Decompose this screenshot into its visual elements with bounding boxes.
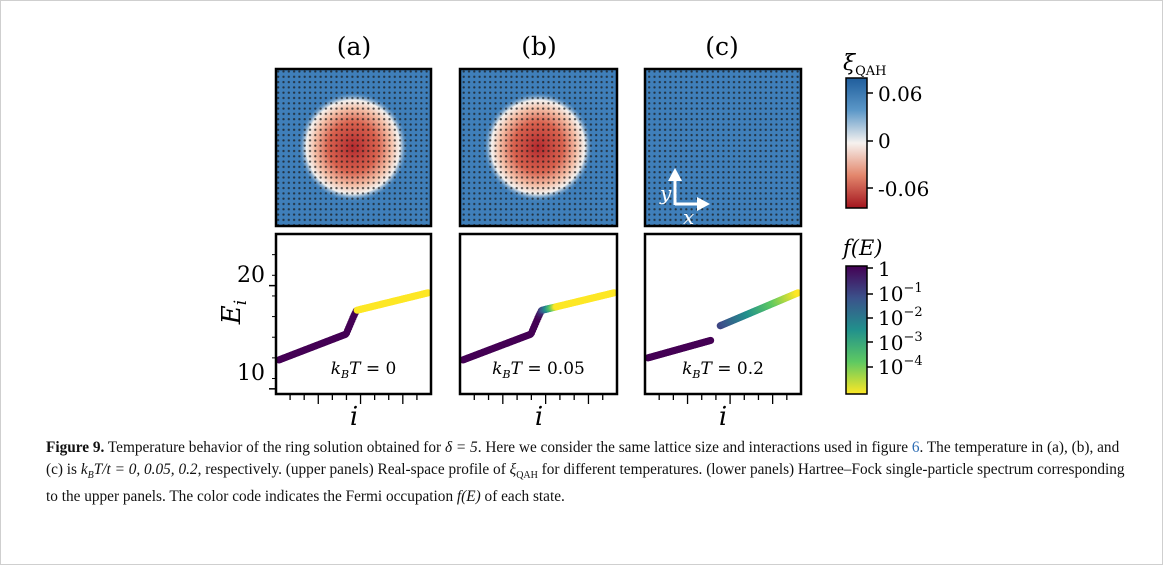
colorbar-xi-title: ξQAH: [843, 51, 887, 79]
colorbar-xi: ξQAH 0.06 0 -0.06: [843, 51, 929, 209]
colorbar-fE-tick-0: 1: [878, 257, 891, 281]
caption-text-6: for different temperatures. (lower panel…: [46, 460, 1125, 506]
caption-kT-rest: T/t = 0, 0.05, 0.2: [93, 460, 198, 478]
inset-x-label: x: [683, 205, 694, 229]
colorbar-fE-tick-2: 10−2: [878, 305, 923, 330]
figure-graphic: (a) (b) (c) y x ξQAH 0.06 0: [217, 32, 929, 430]
caption-text-1: Temperature behavior of the ring solutio…: [104, 439, 445, 456]
colorbar-fE: f(E) 1 10−1 10−2 10−3 10−4: [841, 236, 923, 395]
xlabel-a: i: [350, 402, 358, 430]
caption-figure-label: Figure 9.: [46, 439, 105, 456]
ytick-20: 20: [237, 263, 265, 288]
xy-axes-icon: [668, 168, 710, 211]
caption-text-7: color code indicates the Fermi occupatio…: [196, 488, 457, 506]
panel-label-c: (c): [705, 32, 739, 61]
spectrum-panel-c: kBT = 0.2: [643, 232, 803, 404]
ylabel-Ei: Ei: [217, 300, 251, 325]
colorbar-xi-tick-high: 0.06: [878, 82, 923, 106]
caption-delta: δ = 5: [444, 439, 478, 456]
caption-xi-sub: QAH: [516, 469, 538, 481]
caption-fE: f(E): [456, 488, 481, 506]
heatmap-panel-b: [458, 67, 619, 228]
temperature-label-b: kBT = 0.05: [492, 359, 585, 381]
temperature-label-a: kBT = 0: [331, 359, 397, 381]
colorbar-fE-title: f(E): [841, 236, 883, 260]
colorbar-fE-tick-4: 10−4: [878, 354, 923, 379]
panel-label-a: (a): [337, 32, 371, 61]
spectrum-panels: kBT = 0 kBT = 0.05 kBT = 0.2: [269, 232, 803, 404]
caption-text-2: . Here we consider the same lattice size…: [477, 439, 824, 456]
colorbar-xi-tick-zero: 0: [878, 129, 891, 153]
temperature-label-c: kBT = 0.2: [682, 359, 764, 381]
caption-kT-k: k: [80, 460, 88, 478]
ytick-10: 10: [237, 361, 265, 386]
colorbar-fE-tick-3: 10−3: [878, 330, 923, 355]
spectrum-point: [706, 336, 715, 345]
heatmap-panel-a: [274, 67, 433, 228]
spectrum-panel-a: kBT = 0: [269, 232, 433, 404]
caption-xi: ξ: [509, 460, 517, 478]
caption-text-5: , respectively. (upper panels) Real-spac…: [197, 460, 506, 478]
caption-text-3: used in figure: [823, 439, 912, 456]
xlabel-c: i: [719, 402, 727, 430]
spectrum-panel-b: kBT = 0.05: [458, 232, 619, 404]
inset-y-label: y: [659, 181, 672, 205]
panel-label-b: (b): [521, 32, 557, 61]
heatmap-panel-c: y x: [643, 67, 803, 229]
caption-text-8: of each state.: [480, 488, 565, 506]
colorbar-xi-tick-low: -0.06: [878, 177, 929, 201]
caption-kT-sub: B: [87, 469, 94, 481]
figure-caption: Figure 9. Temperature behavior of the ri…: [46, 437, 1131, 508]
xlabel-b: i: [535, 402, 543, 430]
colorbar-fE-tick-1: 10−1: [878, 281, 923, 306]
caption-text-4: . The temperature in (a), (b), and (c) i…: [46, 439, 1120, 478]
caption-figure-ref-link[interactable]: 6: [911, 439, 920, 456]
